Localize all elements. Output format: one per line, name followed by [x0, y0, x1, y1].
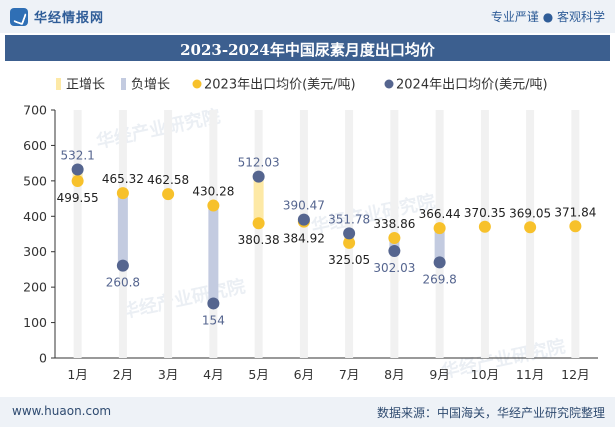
point-2023 [207, 199, 220, 212]
x-tick-label: 9月 [429, 367, 449, 382]
data-label: 384.92 [283, 232, 325, 246]
legend-swatch-0 [56, 78, 61, 90]
legend-label-1: 负增长 [131, 78, 170, 93]
data-label: 512.03 [238, 156, 280, 170]
point-2024 [433, 256, 446, 269]
point-2023 [116, 187, 129, 200]
x-tick-label: 12月 [561, 367, 589, 382]
bar-track [480, 110, 489, 358]
legend-swatch-2 [192, 79, 202, 89]
data-label: 499.55 [57, 191, 99, 205]
chart-title: 2023-2024年中国尿素月度出口均价 [180, 41, 435, 59]
point-2024 [388, 244, 401, 257]
data-label: 532.1 [60, 148, 94, 162]
y-tick-label: 100 [23, 315, 47, 330]
negative-change-bar [434, 228, 445, 263]
negative-change-bar [389, 237, 400, 251]
negative-change-bar [208, 205, 219, 304]
data-label: 269.8 [422, 272, 456, 286]
data-label: 465.32 [102, 172, 144, 186]
point-2024 [116, 259, 129, 272]
chart-area: 正增长 负增长 2023年出口均价(美元/吨) 2024年出口均价(美元/吨) 0 100… [23, 78, 598, 382]
data-label: 366.44 [419, 207, 461, 221]
data-source: 数据来源：中国海关，华经产业研究院整理 [376, 406, 605, 420]
top-bar: 华经情报网 专业严谨 ● 客观科学 [0, 0, 615, 33]
data-label: 370.35 [464, 206, 506, 220]
data-label: 338.86 [373, 217, 415, 231]
data-label: 462.58 [147, 173, 189, 187]
legend-swatch-3 [384, 79, 394, 89]
x-tick-label: 3月 [158, 367, 178, 382]
logo-text: 华经情报网 [34, 11, 105, 26]
y-tick-label: 300 [23, 244, 47, 259]
point-2023 [569, 220, 582, 233]
negative-change-bar [117, 193, 128, 266]
y-tick-label: 200 [23, 280, 47, 295]
data-label: 371.84 [554, 205, 596, 219]
x-tick-label: 1月 [67, 367, 87, 382]
footer: www.huaon.com 数据来源：中国海关，华经产业研究院整理 [0, 397, 615, 427]
bar-track [164, 110, 173, 358]
point-2023 [524, 221, 537, 234]
bar-track [526, 110, 535, 358]
point-2023 [478, 220, 491, 233]
data-label: 369.05 [509, 206, 551, 220]
y-tick-label: 400 [23, 209, 47, 224]
y-tick-label: 600 [23, 138, 47, 153]
point-2023 [433, 222, 446, 235]
data-label: 380.38 [238, 233, 280, 247]
x-tick-label: 7月 [339, 367, 359, 382]
logo: 华经情报网 [10, 7, 104, 26]
x-tick-label: 5月 [248, 367, 268, 382]
legend-swatch-1 [121, 78, 126, 90]
point-2024 [207, 297, 220, 310]
point-2023 [388, 231, 401, 244]
x-tick-label: 11月 [516, 367, 544, 382]
y-tick-label: 500 [23, 173, 47, 188]
point-2023 [162, 188, 175, 201]
point-2024 [252, 170, 265, 183]
data-label: 325.05 [328, 253, 370, 267]
tagline: 专业严谨 ● 客观科学 [490, 10, 605, 24]
point-2024 [343, 227, 356, 240]
point-2024 [297, 213, 310, 226]
logo-icon [10, 7, 28, 26]
data-label: 430.28 [192, 185, 234, 199]
point-2023 [252, 217, 265, 230]
bar-track [571, 110, 580, 358]
x-tick-label: 4月 [203, 367, 223, 382]
y-tick-label: 0 [39, 351, 47, 366]
point-2023 [71, 175, 84, 188]
data-label: 390.47 [283, 199, 325, 213]
point-2024 [71, 163, 84, 176]
data-label: 302.03 [373, 261, 415, 275]
title-bar: 2023-2024年中国尿素月度出口均价 [5, 35, 610, 61]
x-tick-label: 2月 [113, 367, 133, 382]
x-tick-label: 10月 [471, 367, 499, 382]
point-2023 [343, 236, 356, 249]
website-link[interactable]: www.huaon.com [12, 404, 112, 418]
legend-label-3: 2024年出口均价(美元/吨) [396, 78, 548, 93]
bar-track [254, 110, 263, 358]
legend-label-2: 2023年出口均价(美元/吨) [204, 78, 356, 93]
bar-track [73, 110, 82, 358]
data-label: 154 [202, 313, 225, 327]
y-tick-label: 700 [23, 103, 47, 118]
x-tick-label: 8月 [384, 367, 404, 382]
legend-label-0: 正增长 [66, 78, 105, 93]
data-label: 351.78 [328, 212, 370, 226]
bar-track [299, 110, 308, 358]
positive-change-bar [253, 176, 264, 224]
data-label: 260.8 [106, 276, 140, 290]
x-tick-label: 6月 [294, 367, 314, 382]
